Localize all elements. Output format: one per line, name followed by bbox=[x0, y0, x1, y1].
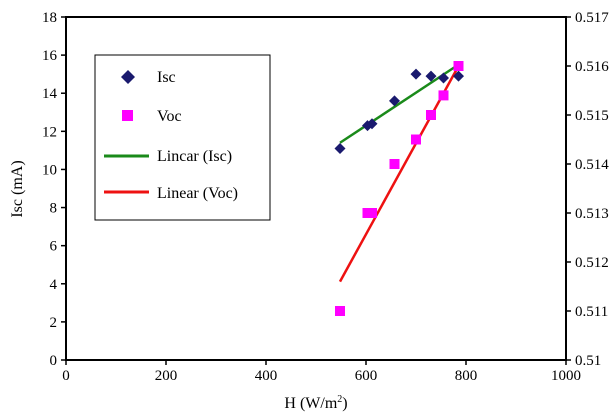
x-tick-label: 800 bbox=[455, 368, 478, 384]
legend-isc-marker bbox=[121, 70, 135, 84]
legend-linear-isc-label: Lincar (Isc) bbox=[157, 148, 232, 165]
voc-point bbox=[411, 134, 421, 145]
ticks: 0 200 400 600 800 1000 0 2 4 6 8 10 12 14 16 18 0.51 0.51… bbox=[42, 10, 609, 384]
isc-point bbox=[453, 70, 464, 82]
isc-point bbox=[425, 70, 437, 82]
isc-point bbox=[410, 68, 422, 80]
x-tick-label: 1000 bbox=[551, 368, 581, 384]
voc-point bbox=[426, 110, 436, 120]
y-tick-label: 10 bbox=[42, 162, 57, 178]
y-tick-label: 2 bbox=[50, 315, 58, 331]
y-tick-label: 16 bbox=[42, 48, 58, 64]
x-tick-label: 0 bbox=[62, 368, 70, 384]
y-tick-label: 14 bbox=[42, 86, 58, 102]
isc-point bbox=[389, 95, 400, 107]
voc-point bbox=[389, 159, 400, 169]
plot-area-frame bbox=[65, 16, 567, 361]
isc-point bbox=[366, 118, 378, 130]
voc-point bbox=[438, 90, 449, 101]
voc-point bbox=[335, 306, 345, 316]
y2-tick-label: 0.515 bbox=[575, 108, 609, 124]
voc-point bbox=[367, 208, 377, 218]
y-axis-title: Isc (mA) bbox=[9, 160, 26, 217]
isc-point bbox=[334, 142, 346, 154]
y2-tick-label: 0.512 bbox=[575, 255, 609, 271]
trendline-voc bbox=[338, 65, 460, 283]
legend-voc-marker bbox=[122, 110, 133, 121]
x-tick-label: 200 bbox=[155, 368, 178, 384]
y-tick-label: 4 bbox=[50, 277, 58, 293]
x-axis-title: H (W/m2) bbox=[284, 394, 347, 412]
y2-tick-label: 0.511 bbox=[575, 304, 608, 320]
isc-point bbox=[438, 72, 449, 84]
legend-voc-label: Voc bbox=[157, 108, 182, 125]
y-tick-label: 18 bbox=[42, 10, 57, 26]
y2-tick-label: 0.51 bbox=[575, 353, 601, 369]
voc-point bbox=[453, 61, 464, 71]
y2-tick-label: 0.516 bbox=[575, 59, 609, 75]
data-points bbox=[334, 61, 464, 316]
legend: Isc Voc Lincar (Isc) Linear (Voc) bbox=[94, 54, 271, 221]
x-tick-label: 400 bbox=[255, 368, 278, 384]
y-tick-label: 12 bbox=[42, 124, 57, 140]
legend-isc-label: Isc bbox=[157, 69, 176, 86]
y-tick-label: 8 bbox=[50, 201, 58, 217]
y2-tick-label: 0.514 bbox=[575, 157, 609, 173]
y2-tick-label: 0.513 bbox=[575, 206, 609, 222]
axes bbox=[65, 16, 567, 361]
legend-linear-voc-label: Linear (Voc) bbox=[157, 185, 238, 202]
y2-tick-label: 0.517 bbox=[575, 10, 609, 26]
y-tick-label: 6 bbox=[50, 239, 58, 255]
y-tick-label: 0 bbox=[50, 353, 58, 369]
x-tick-label: 600 bbox=[355, 368, 378, 384]
